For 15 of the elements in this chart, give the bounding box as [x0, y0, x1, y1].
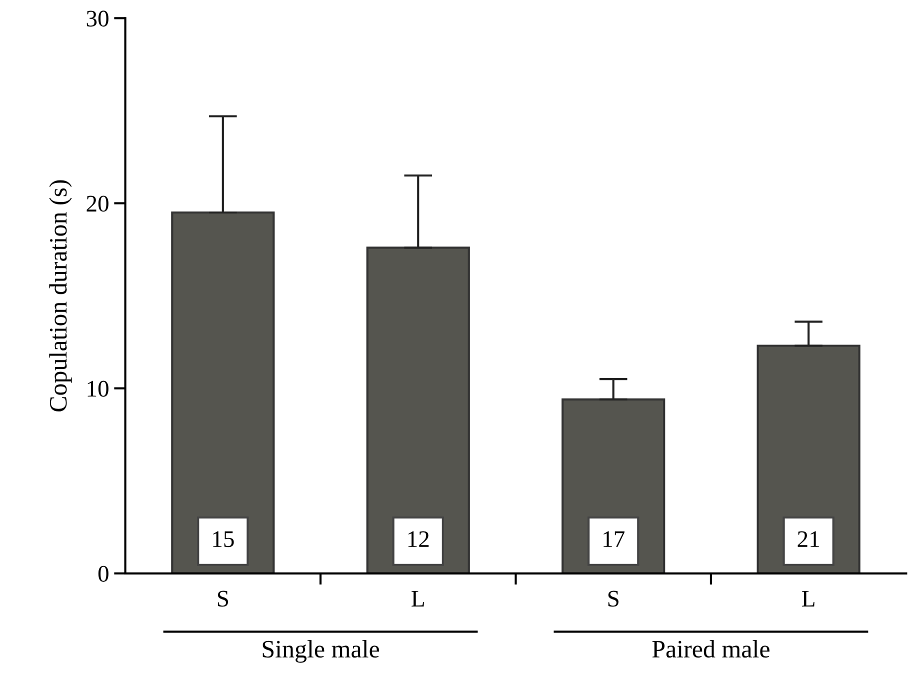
x-tick-label: S — [608, 590, 618, 607]
y-tick-label: 30 — [86, 10, 108, 27]
y-tick-label: 0 — [98, 566, 108, 582]
y-axis-title: Copulation duration (s) — [49, 180, 72, 412]
x-tick-label: L — [412, 590, 424, 606]
y-tick-label: 20 — [86, 196, 108, 212]
text: Single male — [262, 640, 380, 663]
annotation: 21 — [798, 531, 819, 547]
y-tick-label: 10 — [88, 380, 108, 397]
text: Paired male — [652, 640, 770, 658]
annotation: 17 — [604, 531, 624, 547]
annotation: 15 — [213, 531, 234, 548]
x-tick-label: S — [218, 590, 228, 607]
annotation: 12 — [408, 531, 429, 547]
x-tick-label: L — [802, 590, 814, 606]
